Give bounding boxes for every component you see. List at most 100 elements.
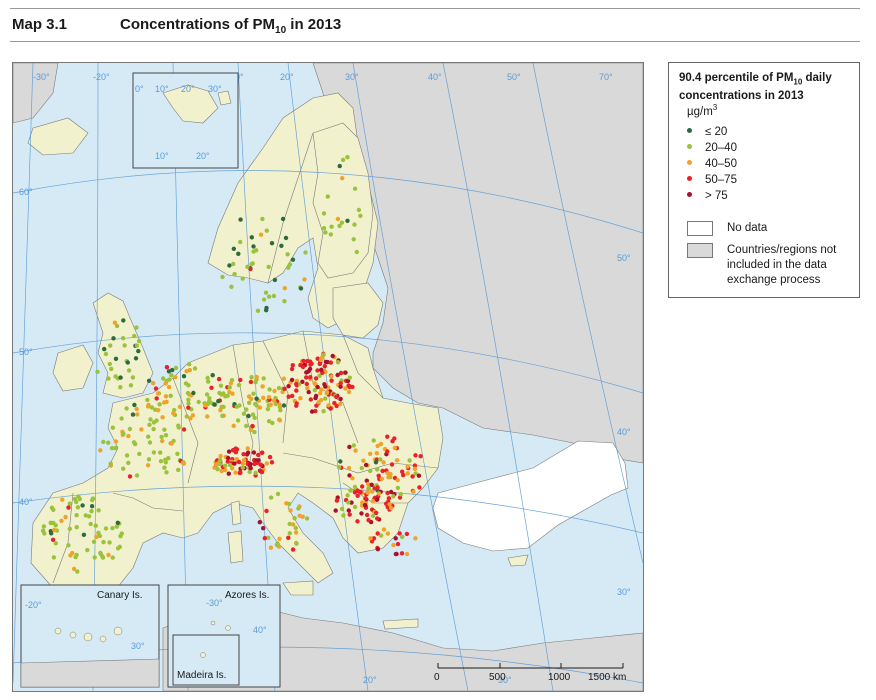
station-point (155, 391, 161, 396)
station-point (276, 385, 282, 391)
station-point (319, 356, 324, 361)
station-point (313, 408, 318, 414)
station-point (187, 367, 192, 373)
station-point (145, 397, 150, 403)
grat-label-top-8: 50° (507, 72, 521, 82)
station-point (351, 237, 356, 242)
station-point (312, 388, 317, 393)
station-point (139, 427, 144, 432)
station-point (245, 450, 251, 455)
station-point (110, 555, 115, 560)
land-ireland (52, 344, 94, 392)
station-point (196, 399, 201, 405)
station-point (103, 526, 109, 531)
station-point (375, 516, 380, 521)
station-point (321, 211, 327, 216)
station-point (241, 411, 247, 416)
station-point (106, 552, 111, 558)
station-point (51, 555, 57, 560)
station-point (146, 457, 152, 462)
inset-canary: Canary Is. -20° 30° (20, 584, 160, 688)
station-point (223, 394, 228, 399)
station-point (413, 536, 418, 541)
station-point (238, 470, 243, 476)
station-point (102, 346, 107, 352)
station-point (286, 394, 291, 399)
station-point (205, 375, 210, 381)
station-point (271, 398, 277, 403)
station-point (254, 374, 259, 380)
station-point (51, 507, 56, 512)
station-point (350, 476, 355, 481)
station-point (300, 364, 306, 370)
station-point (375, 531, 380, 536)
station-point (113, 439, 119, 444)
canary-tick-0: -20° (25, 600, 42, 610)
station-point (101, 439, 106, 445)
grat-label-top-0: -30° (33, 72, 50, 82)
station-point (392, 436, 397, 441)
station-point (145, 463, 151, 468)
station-point (369, 489, 375, 494)
station-point (247, 463, 253, 468)
legend-dot-orange (687, 160, 692, 166)
station-point (391, 542, 396, 548)
station-point (318, 391, 323, 396)
station-point (267, 454, 273, 460)
station-point (305, 386, 310, 391)
station-point (371, 536, 377, 541)
station-point (272, 277, 278, 283)
station-point (160, 415, 165, 420)
station-point (112, 320, 118, 325)
station-point (126, 368, 132, 373)
station-point (340, 157, 346, 163)
station-point (228, 381, 234, 386)
station-point (288, 508, 293, 513)
station-point (134, 325, 139, 330)
station-point (361, 458, 366, 463)
station-point (231, 423, 236, 428)
legend-dot-dark-green (687, 128, 692, 134)
station-point (315, 368, 320, 373)
map-title: Concentrations of PM10 in 2013 (120, 16, 342, 36)
station-point (334, 394, 339, 400)
station-point (346, 465, 352, 471)
station-point (238, 217, 243, 222)
station-point (285, 252, 290, 257)
station-point (163, 394, 169, 399)
station-point (101, 539, 106, 545)
station-point (337, 223, 342, 229)
station-point (366, 481, 371, 487)
station-point (106, 376, 111, 381)
grat-label-right-1: 40° (617, 427, 631, 437)
station-point (151, 381, 156, 386)
station-point (369, 482, 374, 487)
station-point (346, 500, 351, 505)
station-point (160, 438, 165, 444)
station-point (293, 525, 298, 531)
station-point (181, 427, 187, 432)
station-point (335, 216, 341, 222)
azores-tick-0: -30° (206, 598, 223, 608)
station-point (136, 348, 141, 354)
station-point (244, 407, 249, 412)
station-point (251, 249, 256, 254)
station-point (261, 526, 266, 531)
station-point (418, 454, 423, 459)
station-point (376, 491, 382, 496)
station-point (345, 493, 350, 498)
grat-label-right-0: 50° (617, 253, 631, 263)
station-point (230, 466, 235, 471)
station-point (121, 318, 126, 323)
station-point (89, 509, 94, 514)
svalbard-tick-3: 30° (208, 84, 222, 94)
station-point (314, 403, 319, 408)
station-point (133, 356, 139, 361)
station-point (133, 441, 138, 447)
station-point (375, 443, 380, 449)
station-point (328, 360, 333, 365)
station-point (360, 500, 365, 505)
station-point (291, 522, 296, 527)
station-point (231, 261, 236, 267)
station-point (266, 419, 272, 424)
